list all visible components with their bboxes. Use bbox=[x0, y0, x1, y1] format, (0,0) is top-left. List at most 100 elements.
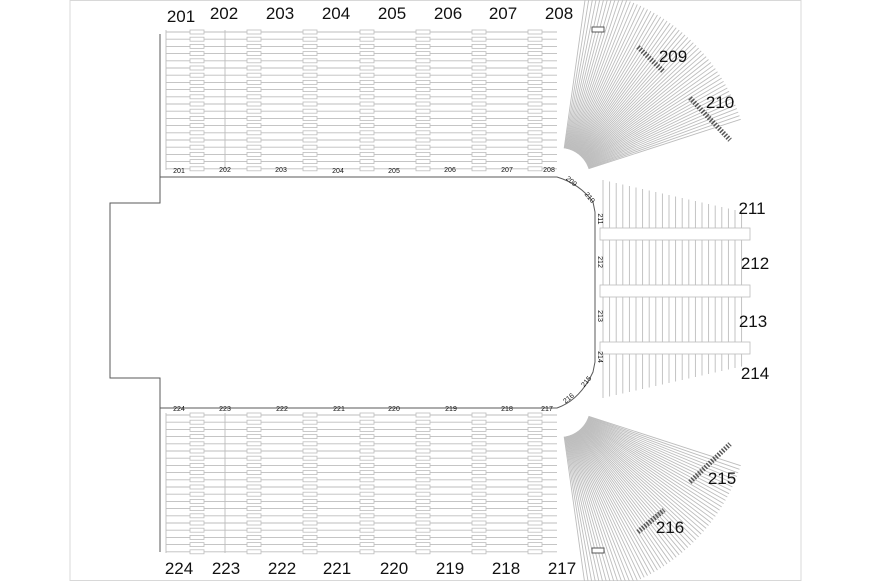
section-label-220[interactable]: 220 bbox=[380, 559, 408, 578]
aisle-step bbox=[246, 520, 262, 526]
aisle-step bbox=[415, 166, 431, 172]
section-floor-label-218: 218 bbox=[501, 406, 513, 413]
section-label-218[interactable]: 218 bbox=[492, 559, 520, 578]
section-floor-label-202: 202 bbox=[219, 167, 231, 174]
aisle-step bbox=[302, 434, 318, 440]
aisle-step bbox=[246, 44, 262, 49]
seat-row bbox=[581, 427, 697, 540]
aisle-step bbox=[359, 520, 375, 526]
aisle-step bbox=[527, 116, 543, 121]
seat-row bbox=[569, 0, 624, 150]
section-floor-label-214: 214 bbox=[596, 351, 603, 363]
seat-row bbox=[564, 436, 593, 581]
aisle-step bbox=[415, 477, 431, 483]
seat-row bbox=[587, 417, 738, 477]
section-label-221[interactable]: 221 bbox=[323, 559, 351, 578]
section-floor-label-211: 211 bbox=[596, 213, 603, 224]
aisle-step bbox=[246, 36, 262, 42]
aisle-step bbox=[471, 527, 487, 533]
aisle-step bbox=[246, 94, 262, 100]
aisle-step bbox=[527, 36, 543, 42]
aisle-step bbox=[527, 520, 543, 526]
seat-row bbox=[585, 421, 726, 501]
aisle-step bbox=[527, 498, 543, 504]
seat-row bbox=[573, 9, 648, 152]
seat-row bbox=[586, 419, 731, 491]
section-label-202[interactable]: 202 bbox=[210, 4, 238, 23]
aisle-step bbox=[189, 527, 205, 533]
seat-row bbox=[568, 0, 620, 150]
aisle-step bbox=[415, 412, 431, 418]
section-label-205[interactable]: 205 bbox=[378, 4, 406, 23]
section-label-214[interactable]: 214 bbox=[741, 364, 769, 383]
aisle-step bbox=[471, 94, 487, 100]
section-floor-label-201: 201 bbox=[173, 168, 185, 175]
section-floor-label-217: 217 bbox=[541, 406, 553, 413]
section-label-219[interactable]: 219 bbox=[436, 559, 464, 578]
section-label-203[interactable]: 203 bbox=[266, 4, 294, 23]
section-label-201[interactable]: 201 bbox=[167, 7, 195, 26]
section-label-224[interactable]: 224 bbox=[165, 559, 193, 578]
seat-row bbox=[567, 435, 607, 581]
section-label-223[interactable]: 223 bbox=[212, 559, 240, 578]
aisle-step bbox=[415, 542, 431, 547]
aisle-step bbox=[527, 455, 543, 461]
section-label-207[interactable]: 207 bbox=[489, 4, 517, 23]
aisle-step bbox=[359, 498, 375, 504]
section-label-211[interactable]: 211 bbox=[738, 199, 765, 218]
section-label-222[interactable]: 222 bbox=[268, 559, 296, 578]
seat-row bbox=[580, 428, 694, 543]
section-label-213[interactable]: 213 bbox=[739, 312, 767, 331]
aisle-step bbox=[359, 58, 375, 64]
vomitory-marker bbox=[591, 26, 605, 33]
section-label-210[interactable]: 210 bbox=[706, 93, 734, 112]
aisle-step bbox=[471, 166, 487, 172]
section-label-204[interactable]: 204 bbox=[322, 4, 350, 23]
section-floor-label-208: 208 bbox=[543, 167, 555, 174]
aisle-step bbox=[189, 58, 205, 64]
section-floor-label-207: 207 bbox=[501, 167, 513, 174]
aisle-step bbox=[189, 491, 205, 497]
aisle-step bbox=[527, 484, 543, 490]
aisle-step bbox=[246, 470, 262, 476]
seat-row bbox=[565, 436, 596, 581]
aisle-step bbox=[527, 130, 543, 136]
seat-row bbox=[566, 0, 601, 149]
aisle-step bbox=[527, 506, 543, 512]
section-label-216[interactable]: 216 bbox=[656, 518, 684, 537]
section-label-206[interactable]: 206 bbox=[434, 4, 462, 23]
aisle-step bbox=[471, 130, 487, 136]
aisle-step bbox=[302, 441, 318, 447]
seat-row bbox=[570, 434, 626, 581]
aisle-step bbox=[471, 448, 487, 454]
section-label-212[interactable]: 212 bbox=[741, 254, 769, 273]
seat-row bbox=[572, 433, 645, 578]
aisle-step bbox=[415, 101, 431, 107]
seat-row bbox=[584, 422, 720, 511]
aisle-step bbox=[302, 58, 318, 64]
aisle-step bbox=[246, 137, 262, 143]
seat-row bbox=[582, 56, 707, 160]
section-label-209[interactable]: 209 bbox=[659, 47, 687, 66]
seat-row bbox=[576, 431, 668, 565]
aisle-step bbox=[246, 412, 262, 418]
aisle-step bbox=[359, 477, 375, 483]
aisle-step bbox=[527, 87, 543, 92]
section-label-215[interactable]: 215 bbox=[708, 469, 736, 488]
aisle-step bbox=[359, 412, 375, 418]
section-label-217[interactable]: 217 bbox=[548, 559, 576, 578]
aisle-step bbox=[246, 151, 262, 157]
seat-row bbox=[577, 25, 674, 155]
aisle-step bbox=[302, 484, 318, 490]
aisle-step bbox=[302, 36, 318, 42]
seat-row bbox=[567, 0, 608, 150]
aisle-step bbox=[302, 65, 318, 71]
aisle-step bbox=[189, 166, 205, 172]
aisle-step bbox=[189, 441, 205, 447]
seat-row bbox=[583, 424, 712, 523]
aisle-step bbox=[189, 65, 205, 71]
aisle-step bbox=[415, 455, 431, 461]
section-label-208[interactable]: 208 bbox=[545, 4, 573, 23]
aisle-step bbox=[246, 419, 262, 425]
aisle-step bbox=[415, 130, 431, 136]
